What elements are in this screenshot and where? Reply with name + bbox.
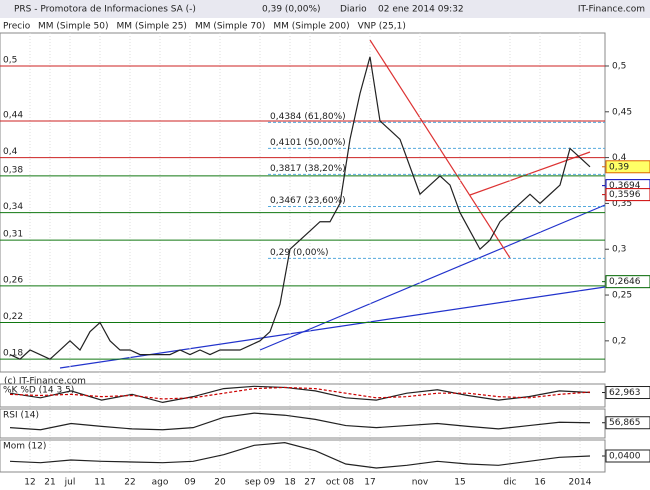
fib-label: 0,4384 (61,80%) (270, 112, 346, 122)
level-label: 0,34 (3, 202, 23, 212)
fib-label: 0,3467 (23,60%) (270, 196, 346, 206)
legend-item: MM (Simple 200) (273, 22, 349, 32)
watermark: (c) IT-Finance.com (4, 377, 86, 387)
value-box-label: 0,3596 (609, 190, 641, 200)
x-tick-label: 09 (184, 478, 196, 488)
value-box (605, 416, 650, 430)
y-tick-label: 0,3 (612, 245, 626, 255)
x-tick-label: sep 09 (245, 478, 276, 488)
series-line (9, 385, 591, 404)
legend-item: MM (Simple 25) (116, 22, 186, 32)
y-tick-label: 0,4 (612, 153, 627, 163)
value-box-label: 56,865 (609, 418, 641, 428)
trend-line (369, 39, 511, 259)
x-tick-label: 22 (124, 478, 135, 488)
quote: 0,39 (0,00%) (262, 5, 321, 15)
level-label: 0,5 (3, 55, 17, 65)
legend-item: VNP (25,1) (358, 22, 406, 32)
level-label: 0,26 (3, 275, 23, 285)
legend-item: MM (Simple 50) (38, 22, 108, 32)
x-tick-label: 2014 (569, 478, 592, 488)
value-box-label: 0,2646 (609, 277, 641, 287)
x-tick-label: ago (152, 478, 169, 488)
legend-item: Precio (3, 22, 31, 32)
level-label: 0,44 (3, 110, 23, 120)
panel-frame (0, 408, 606, 439)
y-tick-label: 0,5 (612, 61, 626, 71)
value-box (605, 188, 650, 202)
level-label: 0,18 (3, 349, 23, 359)
panel-frame (0, 439, 606, 473)
value-box-label: 0,3694 (609, 181, 641, 191)
x-tick-label: 20 (214, 478, 226, 488)
series-line (9, 56, 591, 360)
level-label: 0,22 (3, 312, 23, 322)
trend-line (469, 151, 591, 196)
y-tick-label: 0,25 (612, 291, 632, 301)
x-tick-label: 27 (304, 478, 315, 488)
x-tick-label: dic (503, 478, 516, 488)
series-line (9, 412, 591, 431)
level-label: 0,31 (3, 230, 23, 240)
fib-label: 0,4101 (50,00%) (270, 138, 346, 148)
x-tick-label: 21 (44, 478, 55, 488)
x-tick-label: 11 (94, 478, 105, 488)
x-tick-label: 15 (454, 478, 465, 488)
series-line (9, 386, 591, 400)
y-tick-label: 0,45 (612, 107, 632, 117)
level-label: 0,4 (3, 147, 18, 157)
value-box-label: 0,39 (609, 162, 629, 172)
y-tick-label: 0,2 (612, 336, 626, 346)
x-tick-label: jul (64, 478, 76, 488)
series-line (9, 442, 591, 469)
x-tick-label: 12 (24, 478, 35, 488)
price-frame (0, 32, 606, 373)
period: Diario (340, 5, 367, 15)
panel-frame (0, 383, 606, 408)
x-tick-label: nov (412, 478, 429, 488)
x-tick-label: 18 (284, 478, 296, 488)
trend-line (259, 204, 606, 351)
date: 02 ene 2014 09:32 (378, 5, 464, 15)
value-box-label: 0,0400 (609, 452, 641, 462)
x-tick-label: 17 (364, 478, 375, 488)
trend-line (59, 286, 606, 369)
value-box (605, 449, 650, 463)
fib-label: 0,29 (0,00%) (270, 248, 329, 258)
value-box (605, 386, 650, 400)
value-box-label: 62,963 (609, 388, 641, 398)
panel-title: Mom (12) (3, 442, 46, 452)
brand: IT-Finance.com (578, 5, 645, 15)
value-box (605, 275, 650, 289)
x-tick-label: oct 08 (326, 478, 355, 488)
legend-item: MM (Simple 70) (195, 22, 265, 32)
panel-title: %K %D (14 3 5) (3, 386, 74, 396)
header-bar (0, 0, 650, 18)
value-box (605, 160, 650, 174)
ticker: PRS - Promotora de Informaciones SA (-) (14, 5, 196, 15)
y-tick-label: 0,35 (612, 199, 632, 209)
level-label: 0,38 (3, 165, 23, 175)
x-tick-label: 16 (534, 478, 546, 488)
fib-label: 0,3817 (38,20%) (270, 164, 346, 174)
panel-title: RSI (14) (3, 411, 39, 421)
